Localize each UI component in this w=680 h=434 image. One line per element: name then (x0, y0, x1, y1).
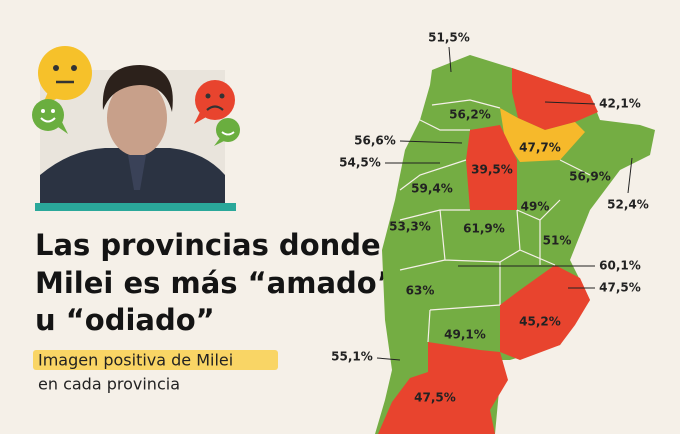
subtitle: Imagen positiva de Milei (38, 351, 233, 370)
province-label: 63% (406, 284, 435, 298)
photo-hair (102, 65, 173, 112)
title-line: u “odiado” (35, 303, 215, 337)
emoji-sad (194, 80, 235, 124)
province-label: 47,5% (599, 281, 641, 295)
title-line: Milei es más “amado” (35, 266, 396, 300)
emoji-neutral (38, 46, 92, 106)
province-label: 51,5% (428, 31, 470, 45)
province-label: 56,6% (354, 134, 396, 148)
photo-face (107, 80, 167, 156)
province-label: 39,5% (471, 163, 513, 177)
province-label: 47,7% (519, 141, 561, 155)
province-label: 45,2% (519, 315, 561, 329)
province-label: 49% (521, 200, 550, 214)
province-label: 59,4% (411, 182, 453, 196)
leaders (376, 46, 633, 361)
labels: 51,5% 56,2% 42,1% 47,7% 56,6% 39,5% 54,5% 56,9%… (331, 31, 649, 405)
province-label: 56,2% (449, 108, 491, 122)
photo-bar (35, 203, 236, 211)
province-label: 53,3% (389, 220, 431, 234)
photo-tie (128, 155, 146, 190)
leader-line (544, 101, 596, 105)
highlight (33, 350, 278, 370)
province-label: 51% (543, 234, 572, 248)
province-label: 61,9% (463, 222, 505, 236)
province-label: 42,1% (599, 97, 641, 111)
province-label: 47,5% (414, 391, 456, 405)
emoji-happy (32, 99, 68, 134)
leader-line (627, 157, 633, 194)
leader-line (376, 357, 401, 361)
emoji-happy-small (214, 118, 240, 146)
title-line: Las provincias donde (35, 228, 381, 262)
leader-line (448, 46, 452, 73)
province-label: 56,9% (569, 170, 611, 184)
province-label: 49,1% (444, 328, 486, 342)
subtitle: en cada provincia (38, 375, 180, 394)
province-label: 55,1% (331, 350, 373, 364)
province-label: 60,1% (599, 259, 641, 273)
map (375, 55, 655, 434)
leader-line (399, 140, 463, 144)
province-label: 52,4% (607, 198, 649, 212)
province-label: 54,5% (339, 156, 381, 170)
